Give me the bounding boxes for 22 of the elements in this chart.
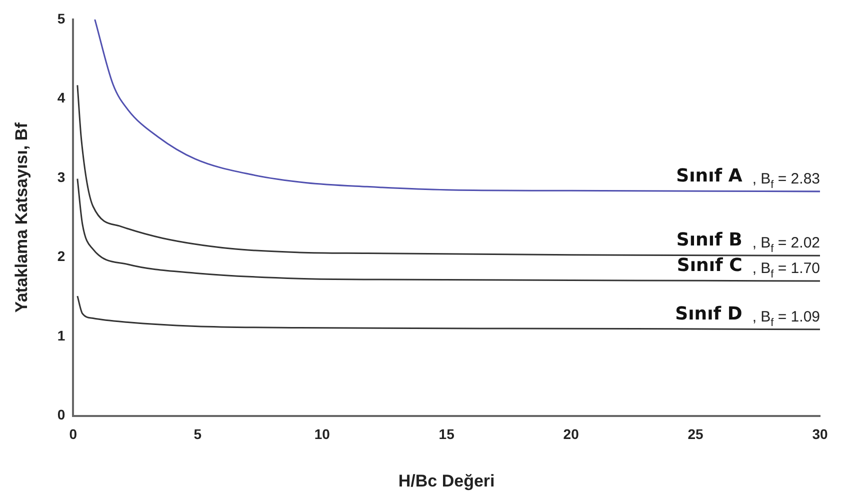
line-series [76, 295, 820, 330]
x-axis-title: H/Bc Değeri [398, 471, 495, 490]
line-series [76, 84, 820, 256]
x-tick-label: 30 [812, 426, 828, 442]
y-tick-label: 2 [57, 248, 66, 264]
x-tick-label: 10 [314, 426, 330, 442]
series-label: Sınıf A [676, 165, 742, 186]
series-label: Sınıf D [675, 303, 742, 324]
y-tick-label: 1 [57, 327, 66, 344]
x-tick-label: 25 [688, 426, 704, 442]
y-tick-label: 0 [57, 406, 66, 423]
line-series [94, 19, 820, 192]
y-tick-label: 4 [57, 90, 66, 106]
x-tick-label: 0 [69, 426, 78, 442]
series-label: Sınıf B [676, 230, 742, 251]
y-tick-label: 3 [57, 168, 66, 185]
x-tick-label: 15 [438, 426, 455, 442]
x-tick-label: 20 [563, 426, 580, 442]
x-tick-label: 5 [194, 426, 202, 442]
series-label: Sınıf C [676, 255, 742, 276]
y-axis-title: Yataklama Katsayısı, Bf [12, 122, 31, 313]
y-tick-label: 5 [57, 10, 66, 26]
